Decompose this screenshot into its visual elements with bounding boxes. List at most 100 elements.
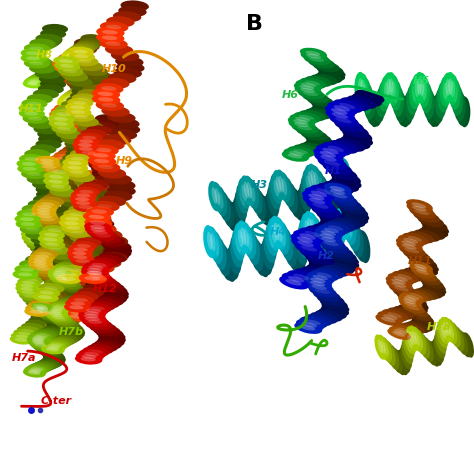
Ellipse shape	[335, 138, 365, 152]
Ellipse shape	[66, 142, 92, 152]
Ellipse shape	[34, 257, 47, 262]
Ellipse shape	[47, 322, 70, 331]
Ellipse shape	[378, 81, 390, 111]
Ellipse shape	[59, 154, 74, 158]
Ellipse shape	[33, 56, 44, 60]
Ellipse shape	[84, 233, 110, 243]
Ellipse shape	[22, 114, 48, 124]
Ellipse shape	[40, 67, 60, 75]
Ellipse shape	[406, 199, 433, 211]
Ellipse shape	[314, 151, 344, 165]
Ellipse shape	[36, 267, 50, 271]
Ellipse shape	[217, 243, 230, 276]
Ellipse shape	[235, 190, 247, 220]
Ellipse shape	[61, 53, 84, 62]
Ellipse shape	[39, 69, 59, 76]
Ellipse shape	[28, 339, 51, 348]
Ellipse shape	[310, 74, 337, 85]
Ellipse shape	[54, 278, 78, 288]
Ellipse shape	[38, 271, 63, 281]
Ellipse shape	[354, 229, 367, 262]
Ellipse shape	[288, 276, 304, 283]
Ellipse shape	[94, 233, 121, 244]
Ellipse shape	[60, 94, 83, 103]
Ellipse shape	[81, 265, 109, 275]
Ellipse shape	[69, 64, 82, 68]
Ellipse shape	[428, 341, 440, 366]
Ellipse shape	[325, 246, 353, 258]
Ellipse shape	[77, 133, 103, 143]
Ellipse shape	[31, 298, 56, 308]
Ellipse shape	[78, 349, 106, 359]
Ellipse shape	[37, 129, 64, 139]
Ellipse shape	[82, 210, 108, 220]
Ellipse shape	[82, 346, 109, 357]
Ellipse shape	[36, 308, 49, 312]
Ellipse shape	[419, 287, 442, 299]
Ellipse shape	[440, 76, 451, 107]
Ellipse shape	[317, 229, 330, 262]
Ellipse shape	[49, 274, 75, 284]
Ellipse shape	[41, 209, 65, 218]
Ellipse shape	[374, 334, 386, 360]
Ellipse shape	[34, 72, 54, 80]
Ellipse shape	[446, 322, 451, 336]
Ellipse shape	[33, 47, 45, 50]
Ellipse shape	[64, 312, 90, 322]
Ellipse shape	[84, 156, 110, 166]
Ellipse shape	[28, 117, 42, 121]
Ellipse shape	[54, 269, 67, 273]
Ellipse shape	[40, 358, 62, 367]
Ellipse shape	[68, 133, 94, 143]
Ellipse shape	[17, 209, 43, 219]
Ellipse shape	[38, 205, 52, 209]
Ellipse shape	[257, 244, 270, 277]
Ellipse shape	[69, 201, 94, 210]
Ellipse shape	[324, 160, 340, 166]
Ellipse shape	[67, 63, 80, 66]
Text: H7a: H7a	[12, 353, 36, 363]
Ellipse shape	[24, 224, 47, 233]
Ellipse shape	[87, 247, 113, 257]
Ellipse shape	[31, 304, 54, 313]
Ellipse shape	[315, 289, 330, 294]
Ellipse shape	[81, 207, 107, 217]
Ellipse shape	[76, 252, 102, 262]
Ellipse shape	[43, 353, 66, 362]
Ellipse shape	[313, 290, 341, 301]
Ellipse shape	[84, 276, 100, 281]
Ellipse shape	[27, 337, 50, 346]
Ellipse shape	[418, 215, 444, 227]
Ellipse shape	[33, 366, 45, 370]
Ellipse shape	[73, 41, 100, 52]
Ellipse shape	[63, 98, 76, 102]
Ellipse shape	[228, 242, 241, 274]
Ellipse shape	[47, 191, 72, 201]
Ellipse shape	[392, 86, 404, 117]
Ellipse shape	[26, 299, 49, 309]
Ellipse shape	[295, 80, 323, 91]
Ellipse shape	[37, 61, 57, 69]
Ellipse shape	[397, 291, 424, 303]
Ellipse shape	[75, 83, 99, 92]
Ellipse shape	[322, 148, 338, 154]
Ellipse shape	[300, 78, 327, 89]
Ellipse shape	[73, 101, 87, 105]
Ellipse shape	[308, 57, 335, 69]
Ellipse shape	[98, 331, 126, 342]
Ellipse shape	[65, 299, 91, 309]
Ellipse shape	[408, 231, 434, 243]
Ellipse shape	[50, 326, 64, 330]
Ellipse shape	[74, 137, 100, 146]
Ellipse shape	[79, 298, 105, 308]
Ellipse shape	[421, 285, 445, 297]
Ellipse shape	[34, 58, 54, 66]
Ellipse shape	[43, 326, 65, 335]
Ellipse shape	[269, 230, 274, 248]
Ellipse shape	[36, 34, 62, 44]
Ellipse shape	[300, 316, 328, 328]
Ellipse shape	[75, 354, 102, 365]
Ellipse shape	[92, 88, 120, 100]
Ellipse shape	[329, 113, 359, 127]
Ellipse shape	[324, 181, 354, 194]
